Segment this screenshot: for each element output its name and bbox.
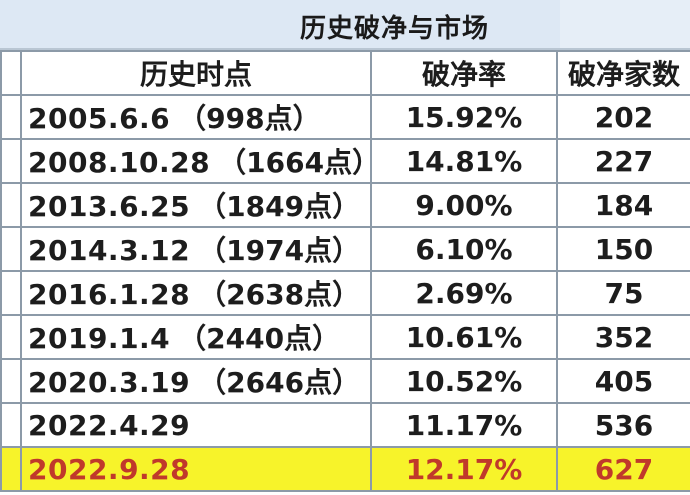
pb-ratio-cell: 10.52% <box>370 358 558 404</box>
row-gutter-cell <box>0 314 22 360</box>
index-point-text: （1849点） <box>198 190 361 223</box>
pb-count-cell: 352 <box>556 314 690 360</box>
time-cell: 2008.10.28 （1664点） <box>20 138 372 184</box>
row-gutter-cell <box>0 226 22 272</box>
pb-ratio-cell: 11.17% <box>370 402 558 448</box>
index-point-text: （998点） <box>178 102 321 135</box>
pb-ratio-cell: 12.17% <box>370 446 558 492</box>
table-row: 2005.6.6 （998点） 15.92% 202 <box>0 94 690 140</box>
date-text: 2014.3.12 <box>28 234 191 267</box>
time-cell: 2022.4.29 <box>20 402 372 448</box>
time-cell: 2005.6.6 （998点） <box>20 94 372 140</box>
table-row-highlighted: 2022.9.28 12.17% 627 <box>0 446 690 492</box>
table-row: 2020.3.19 （2646点） 10.52% 405 <box>0 358 690 404</box>
pb-count-cell: 405 <box>556 358 690 404</box>
table-row: 2016.1.28 （2638点） 2.69% 75 <box>0 270 690 316</box>
table-row: 2022.4.29 11.17% 536 <box>0 402 690 448</box>
pb-count-cell: 184 <box>556 182 690 228</box>
time-cell: 2014.3.12 （1974点） <box>20 226 372 272</box>
table-row: 2013.6.25 （1849点） 9.00% 184 <box>0 182 690 228</box>
index-point-text: （2440点） <box>178 322 341 355</box>
date-text: 2019.1.4 <box>28 322 171 355</box>
time-cell: 2019.1.4 （2440点） <box>20 314 372 360</box>
pb-ratio-cell: 9.00% <box>370 182 558 228</box>
pb-count-cell: 75 <box>556 270 690 316</box>
table-title: 历史破净与市场 <box>300 14 490 44</box>
index-point-text: （1974点） <box>198 234 361 267</box>
row-gutter-cell <box>0 270 22 316</box>
row-gutter-cell <box>0 50 22 96</box>
date-text: 2022.9.28 <box>28 452 191 486</box>
date-text: 2008.10.28 <box>28 146 211 179</box>
pb-ratio-cell: 2.69% <box>370 270 558 316</box>
row-gutter-cell <box>0 358 22 404</box>
time-cell: 2022.9.28 <box>20 446 372 492</box>
table-row: 2008.10.28 （1664点） 14.81% 227 <box>0 138 690 184</box>
title-bar-right <box>560 0 690 48</box>
pb-count-cell: 202 <box>556 94 690 140</box>
time-cell: 2013.6.25 （1849点） <box>20 182 372 228</box>
header-pb-ratio: 破净率 <box>370 50 558 96</box>
date-text: 2005.6.6 <box>28 102 171 135</box>
pb-ratio-cell: 14.81% <box>370 138 558 184</box>
index-point-text: （1664点） <box>218 146 371 179</box>
pb-count-cell: 150 <box>556 226 690 272</box>
index-point-text: （2638点） <box>198 278 361 311</box>
row-gutter-cell <box>0 94 22 140</box>
pb-ratio-cell: 15.92% <box>370 94 558 140</box>
pb-count-cell: 536 <box>556 402 690 448</box>
date-text: 2020.3.19 <box>28 366 191 399</box>
pb-ratio-cell: 10.61% <box>370 314 558 360</box>
pb-ratio-cell: 6.10% <box>370 226 558 272</box>
date-text: 2016.1.28 <box>28 278 191 311</box>
header-pb-count: 破净家数 <box>556 50 690 96</box>
title-bar: 历史破净与市场 <box>0 0 690 50</box>
index-point-text: （2646点） <box>198 366 361 399</box>
table-row: 2019.1.4 （2440点） 10.61% 352 <box>0 314 690 360</box>
date-text: 2022.4.29 <box>28 408 191 442</box>
time-cell: 2016.1.28 （2638点） <box>20 270 372 316</box>
date-text: 2013.6.25 <box>28 190 191 223</box>
row-gutter-cell <box>0 138 22 184</box>
row-gutter-cell <box>0 182 22 228</box>
data-table: 历史时点 破净率 破净家数 2005.6.6 （998点） 15.92% 202 … <box>0 50 690 492</box>
header-row: 历史时点 破净率 破净家数 <box>0 50 690 96</box>
row-gutter-cell <box>0 402 22 448</box>
row-gutter-cell <box>0 446 22 492</box>
time-cell: 2020.3.19 （2646点） <box>20 358 372 404</box>
table-row: 2014.3.12 （1974点） 6.10% 150 <box>0 226 690 272</box>
pb-count-cell: 227 <box>556 138 690 184</box>
pb-count-cell: 627 <box>556 446 690 492</box>
header-time: 历史时点 <box>20 50 372 96</box>
